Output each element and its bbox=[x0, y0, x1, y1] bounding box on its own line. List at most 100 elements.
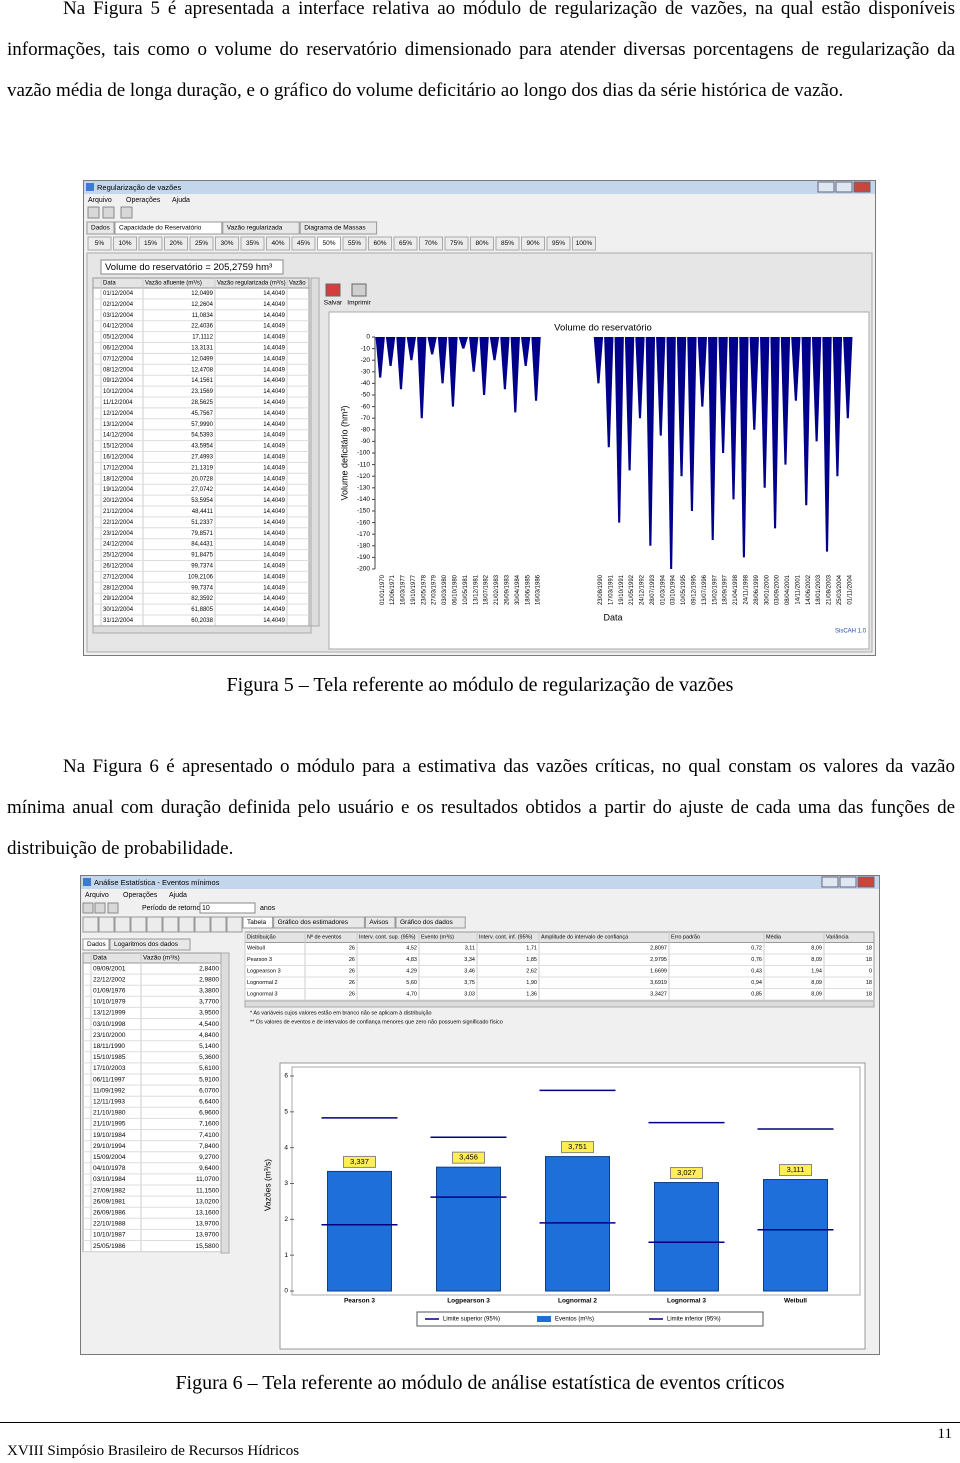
percent-label[interactable]: 10% bbox=[118, 240, 131, 247]
percent-button[interactable] bbox=[521, 236, 545, 251]
menu-item[interactable]: Arquivo bbox=[88, 197, 112, 204]
toolbar-icon[interactable] bbox=[120, 206, 133, 219]
percent-button[interactable] bbox=[419, 236, 443, 251]
percent-button[interactable] bbox=[546, 236, 571, 251]
tab[interactable] bbox=[82, 938, 110, 951]
nav-button[interactable] bbox=[178, 916, 195, 933]
percent-button[interactable] bbox=[393, 236, 418, 251]
tab[interactable] bbox=[114, 221, 223, 235]
toolbar-icon[interactable] bbox=[102, 206, 115, 219]
percent-button[interactable] bbox=[317, 236, 341, 251]
percent-label[interactable]: 20% bbox=[169, 240, 182, 247]
percent-label[interactable]: 95% bbox=[552, 240, 565, 247]
menu-item[interactable]: Arquivo bbox=[85, 892, 109, 899]
tab-label[interactable]: Capacidade do Reservatório bbox=[119, 225, 202, 232]
menu-item[interactable]: Operações bbox=[123, 892, 158, 899]
tab-label[interactable]: Avisos bbox=[369, 919, 389, 926]
deficit-spike bbox=[614, 337, 624, 523]
button-icon[interactable] bbox=[351, 283, 367, 297]
tab-label[interactable]: Logaritmos dos dados bbox=[114, 941, 179, 948]
percent-label[interactable]: 5% bbox=[95, 240, 105, 247]
nav-button[interactable] bbox=[130, 916, 147, 933]
percent-label[interactable]: 35% bbox=[246, 240, 259, 247]
tab-label[interactable]: Gráfico dos estimadores bbox=[278, 919, 349, 926]
tab[interactable] bbox=[273, 916, 365, 929]
tab[interactable] bbox=[299, 221, 378, 235]
percent-label[interactable]: 60% bbox=[373, 240, 386, 247]
tab[interactable] bbox=[86, 221, 115, 235]
nav-button[interactable] bbox=[98, 916, 115, 933]
percent-label[interactable]: 80% bbox=[475, 240, 488, 247]
nav-button[interactable] bbox=[82, 916, 99, 933]
toolbar-icon[interactable] bbox=[107, 902, 119, 914]
percent-button[interactable] bbox=[444, 236, 469, 251]
nav-button[interactable] bbox=[162, 916, 179, 933]
percent-label[interactable]: 65% bbox=[399, 240, 412, 247]
tab-label[interactable]: Tabela bbox=[247, 919, 267, 926]
tab[interactable] bbox=[109, 938, 191, 951]
percent-button[interactable] bbox=[291, 236, 316, 251]
y-tick-label: -80 bbox=[361, 427, 371, 434]
window-button[interactable] bbox=[839, 876, 857, 888]
percent-label[interactable]: 75% bbox=[450, 240, 463, 247]
nav-button[interactable] bbox=[210, 916, 227, 933]
percent-label[interactable]: 85% bbox=[501, 240, 514, 247]
table-cell: 0,43 bbox=[751, 969, 762, 975]
tab-label[interactable]: Gráfico dos dados bbox=[400, 919, 454, 926]
window-button[interactable] bbox=[817, 181, 835, 193]
percent-button[interactable] bbox=[164, 236, 188, 251]
percent-button[interactable] bbox=[138, 236, 163, 251]
percent-button[interactable] bbox=[113, 236, 137, 251]
percent-button[interactable] bbox=[266, 236, 290, 251]
tab-label[interactable]: Vazão regularizada bbox=[227, 225, 283, 232]
tab-label[interactable]: Dados bbox=[91, 225, 111, 232]
input-value[interactable]: 10 bbox=[202, 905, 210, 912]
percent-button[interactable] bbox=[470, 236, 494, 251]
percent-label[interactable]: 15% bbox=[144, 240, 157, 247]
nav-button[interactable] bbox=[114, 916, 131, 933]
percent-button[interactable] bbox=[572, 236, 596, 251]
percent-label[interactable]: 40% bbox=[271, 240, 284, 247]
tab[interactable] bbox=[222, 221, 300, 235]
menu-item[interactable]: Ajuda bbox=[172, 197, 190, 204]
window-button[interactable] bbox=[857, 876, 875, 888]
percent-label[interactable]: 30% bbox=[220, 240, 233, 247]
menu-item[interactable]: Operações bbox=[126, 197, 161, 204]
percent-label[interactable]: 55% bbox=[348, 240, 361, 247]
percent-label[interactable]: 70% bbox=[424, 240, 437, 247]
percent-label[interactable]: 45% bbox=[297, 240, 310, 247]
percent-button[interactable] bbox=[368, 236, 392, 251]
percent-button[interactable] bbox=[240, 236, 265, 251]
percent-button[interactable] bbox=[342, 236, 367, 251]
menu-item[interactable]: Ajuda bbox=[169, 892, 187, 899]
tab-label[interactable]: Diagrama de Massas bbox=[304, 225, 366, 232]
nav-button[interactable] bbox=[226, 916, 243, 933]
percent-button[interactable] bbox=[495, 236, 520, 251]
window-button[interactable] bbox=[835, 181, 853, 193]
tab[interactable] bbox=[364, 916, 396, 929]
toolbar-icon[interactable] bbox=[82, 902, 94, 914]
tab[interactable] bbox=[395, 916, 466, 929]
button-icon[interactable] bbox=[325, 283, 341, 297]
percent-button[interactable] bbox=[189, 236, 214, 251]
input-box[interactable] bbox=[199, 902, 256, 914]
table-header-cell: Distribuição bbox=[247, 935, 276, 941]
percent-label[interactable]: 50% bbox=[322, 240, 335, 247]
percent-label[interactable]: 25% bbox=[195, 240, 208, 247]
percent-button[interactable] bbox=[87, 236, 112, 251]
percent-label[interactable]: 90% bbox=[526, 240, 539, 247]
y-tick-label: 5 bbox=[284, 1109, 288, 1116]
percent-label[interactable]: 100% bbox=[576, 240, 593, 247]
nav-button[interactable] bbox=[194, 916, 211, 933]
tab-label[interactable]: Dados bbox=[87, 941, 107, 948]
table-cell: 14,4049 bbox=[263, 302, 285, 308]
window-button[interactable] bbox=[821, 876, 839, 888]
toolbar-icon[interactable] bbox=[94, 902, 106, 914]
toolbar-icon[interactable] bbox=[87, 206, 100, 219]
button-label[interactable]: Imprimir bbox=[347, 300, 371, 307]
window-button[interactable] bbox=[853, 181, 871, 193]
nav-button[interactable] bbox=[146, 916, 163, 933]
tab[interactable] bbox=[242, 916, 274, 929]
button-label[interactable]: Salvar bbox=[324, 300, 343, 307]
percent-button[interactable] bbox=[215, 236, 239, 251]
